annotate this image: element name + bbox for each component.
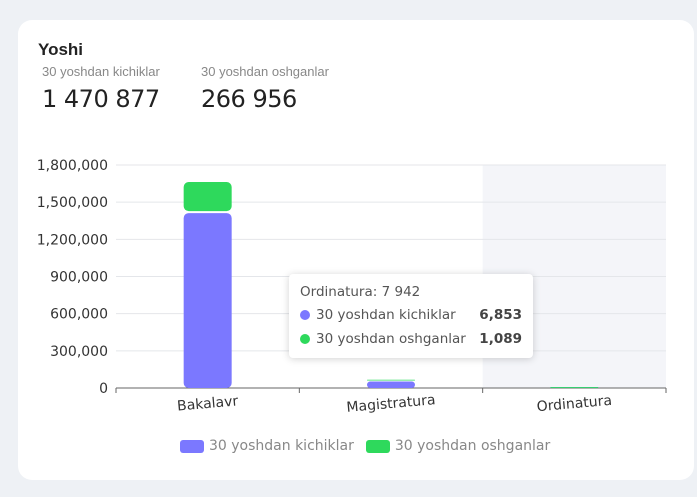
tooltip-label: 30 yoshdan kichiklar xyxy=(316,307,456,323)
series-dot-icon xyxy=(300,334,310,344)
stat-value: 1 470 877 xyxy=(42,85,160,113)
bar-magistratura-series-0 xyxy=(367,381,415,388)
legend-item-under-30[interactable]: 30 yoshdan kichiklar xyxy=(209,438,354,454)
tooltip-label: 30 yoshdan oshganlar xyxy=(316,331,466,347)
y-tick-label: 0 xyxy=(99,381,108,397)
stat-over-30: 30 yoshdan oshganlar 266 956 xyxy=(201,64,329,113)
x-tick-label: Bakalavr xyxy=(177,393,240,414)
chart-tooltip: Ordinatura: 7 942 30 yoshdan kichiklar 6… xyxy=(289,274,533,358)
stat-under-30: 30 yoshdan kichiklar 1 470 877 xyxy=(42,64,160,113)
x-tick-label: Magistratura xyxy=(346,392,436,416)
bar-ordinatura-series-1 xyxy=(550,387,599,388)
tooltip-value: 6,853 xyxy=(479,307,522,323)
tooltip-value: 1,089 xyxy=(479,331,522,347)
series-dot-icon xyxy=(300,310,310,320)
legend-swatch-icon xyxy=(180,439,204,453)
legend-item-over-30[interactable]: 30 yoshdan oshganlar xyxy=(394,438,551,454)
stat-label: 30 yoshdan kichiklar xyxy=(42,64,160,79)
tooltip-row: 30 yoshdan oshganlar 1,089 xyxy=(300,331,522,347)
y-tick-label: 300,000 xyxy=(50,344,108,360)
bar-bakalavr-series-0 xyxy=(183,213,232,388)
bar-magistratura-series-1 xyxy=(367,379,415,381)
stat-value: 266 956 xyxy=(201,85,297,113)
card-title: Yoshi xyxy=(38,40,84,59)
tooltip-row: 30 yoshdan kichiklar 6,853 xyxy=(300,307,522,323)
bar-bakalavr-series-1 xyxy=(183,181,232,212)
stat-label: 30 yoshdan oshganlar xyxy=(201,64,329,79)
y-tick-label: 1,500,000 xyxy=(37,195,108,211)
y-tick-label: 1,200,000 xyxy=(37,232,108,248)
y-tick-label: 900,000 xyxy=(50,270,108,286)
chart-legend: 30 yoshdan kichiklar 30 yoshdan oshganla… xyxy=(180,438,550,454)
tooltip-header: Ordinatura: 7 942 xyxy=(300,284,421,300)
x-tick-label: Ordinatura xyxy=(536,393,613,416)
y-tick-label: 1,800,000 xyxy=(37,158,108,174)
legend-swatch-icon xyxy=(365,439,390,453)
y-tick-label: 600,000 xyxy=(50,307,108,323)
